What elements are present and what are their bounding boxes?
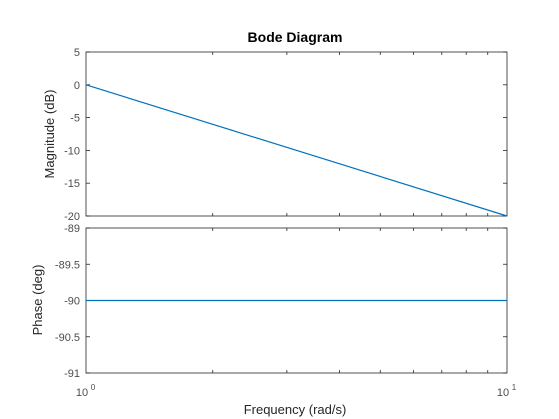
- mag-ytick-label: 0: [74, 80, 80, 92]
- phase-panel: -89 -89.5 -90 -90.5 -91 Phase (deg): [30, 223, 508, 380]
- ph-ytick-label: -91: [64, 368, 80, 380]
- magnitude-panel: 5 0 -5 -10 -15 -20 Magnitude (dB): [42, 47, 508, 223]
- mag-ytick-label: -5: [70, 113, 80, 125]
- mag-ytick-label: 5: [74, 47, 80, 59]
- x-tick-label: 10: [76, 387, 88, 399]
- magnitude-y-axis-label: Magnitude (dB): [42, 90, 57, 179]
- mag-series-line: [85, 84, 508, 217]
- mag-ytick-label: -15: [64, 178, 80, 190]
- mag-ytick-label: -10: [64, 145, 80, 157]
- mag-ytick-label: -20: [64, 211, 80, 223]
- ph-ytick-label: -89.5: [55, 259, 80, 271]
- magnitude-axes-box: [85, 51, 508, 217]
- phase-y-axis-label: Phase (deg): [30, 265, 45, 336]
- x-tick-exponent: 0: [91, 383, 96, 392]
- ph-ytick-label: -90.5: [55, 332, 80, 344]
- ph-ytick-label: -89: [64, 223, 80, 235]
- chart-title: Bode Diagram: [248, 29, 343, 45]
- x-axis-label: Frequency (rad/s): [244, 402, 347, 417]
- ph-ytick-label: -90: [64, 296, 80, 308]
- x-tick-label: 10: [497, 387, 509, 399]
- x-tick-exponent: 1: [512, 383, 517, 392]
